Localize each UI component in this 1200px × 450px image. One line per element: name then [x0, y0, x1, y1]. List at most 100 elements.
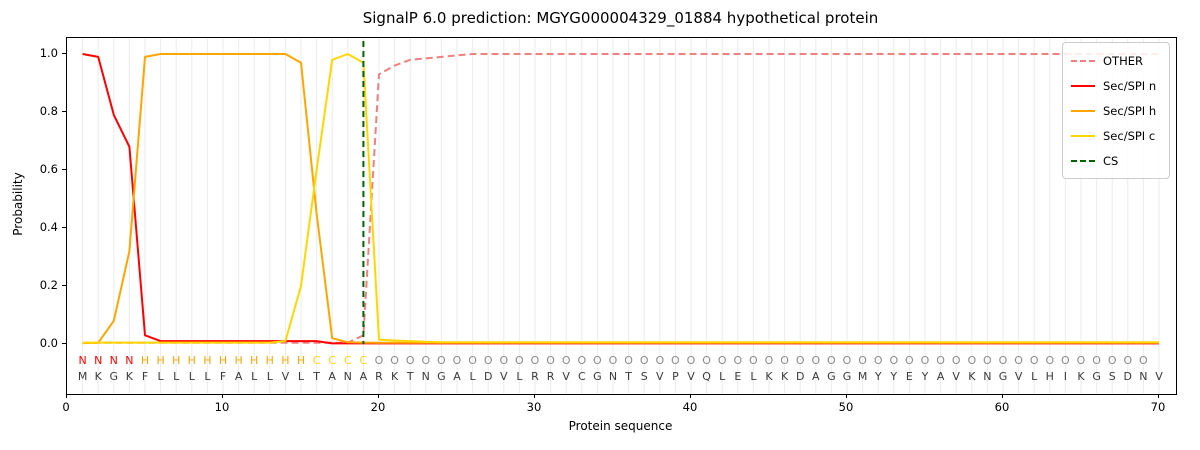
sequence-letter: Y	[890, 370, 898, 383]
region-letter: O	[405, 354, 415, 367]
legend-label: Sec/SPI c	[1103, 128, 1156, 143]
region-letter: O	[624, 354, 633, 367]
region-letter: O	[780, 354, 789, 367]
region-letter: C	[359, 354, 368, 367]
region-letter: H	[203, 354, 212, 367]
legend: OTHER Sec/SPI n Sec/SPI h Sec/SPI c CS	[1062, 42, 1170, 179]
region-letter: H	[187, 354, 196, 367]
x-tick-label: 20	[370, 400, 386, 414]
legend-label: CS	[1103, 153, 1119, 168]
sequence-letter: I	[1063, 370, 1068, 383]
region-letter: O	[811, 354, 821, 367]
region-letter: O	[593, 354, 602, 367]
y-tick-label: 0.8	[39, 104, 58, 118]
sequence-letter: H	[1045, 370, 1054, 383]
region-letter: H	[172, 354, 181, 367]
sequence-letter: S	[640, 370, 648, 383]
x-tick-mark	[533, 394, 535, 398]
sequence-letter: L	[157, 370, 164, 383]
y-tick-mark	[62, 52, 66, 54]
sequence-letter: L	[719, 370, 726, 383]
y-tick-mark	[62, 226, 66, 228]
sequence-letter: D	[483, 370, 493, 383]
sequence-letter: G	[842, 370, 852, 383]
region-letter: O	[483, 354, 493, 367]
region-letter: O	[499, 354, 509, 367]
region-letter: O	[452, 354, 462, 367]
region-letter: O	[655, 354, 665, 367]
x-tick-mark	[689, 394, 691, 398]
region-letter: H	[140, 354, 150, 367]
sequence-letter: S	[1108, 370, 1116, 383]
legend-label: Sec/SPI h	[1103, 103, 1157, 118]
sequence-letter: K	[968, 370, 976, 383]
curve-sec-spi-h	[82, 53, 1159, 345]
region-letter: O	[577, 354, 587, 367]
region-letter: O	[983, 354, 992, 367]
region-letter: O	[717, 354, 727, 367]
region-letter: H	[250, 354, 259, 367]
region-letter: O	[561, 354, 571, 367]
region-letter: O	[1029, 354, 1039, 367]
sequence-letter: A	[812, 370, 820, 383]
legend-item-sec-spi-h: Sec/SPI h	[1071, 98, 1161, 123]
region-letter: O	[1092, 354, 1101, 367]
sequence-letter: D	[1123, 370, 1133, 383]
sequence-letter: D	[795, 370, 805, 383]
sequence-letter: L	[750, 370, 757, 383]
region-letter: O	[795, 354, 805, 367]
x-tick-label: 40	[682, 400, 698, 414]
legend-label: OTHER	[1103, 53, 1143, 68]
sequence-letter: C	[577, 370, 586, 383]
x-tick-mark	[377, 394, 379, 398]
region-letter: O	[749, 354, 758, 367]
y-tick-mark	[62, 342, 66, 344]
region-letter: H	[265, 354, 274, 367]
x-tick-label: 0	[62, 400, 70, 414]
sequence-letter: L	[297, 370, 305, 383]
sequence-letter: V	[500, 370, 508, 383]
legend-line-sample	[1071, 159, 1095, 162]
sequence-letter: M	[857, 370, 868, 383]
sequence-letter: G	[109, 370, 119, 383]
x-tick-label: 60	[994, 400, 1010, 414]
y-tick-mark	[62, 110, 66, 112]
sequence-letter: N	[343, 370, 352, 383]
sequence-letter: E	[905, 370, 913, 383]
sequence-letter: R	[546, 370, 555, 383]
x-tick-mark	[1001, 394, 1003, 398]
x-tick-label: 10	[214, 400, 230, 414]
region-letter: N	[78, 354, 87, 367]
x-tick-mark	[845, 394, 847, 398]
region-letter: O	[702, 354, 711, 367]
region-letter: H	[281, 354, 290, 367]
sequence-letter: G	[1092, 370, 1101, 383]
sequence-letter: L	[204, 370, 211, 383]
sequence-letter: V	[562, 370, 570, 383]
sequence-letter: N	[421, 370, 430, 383]
sequence-letter: V	[1155, 370, 1163, 383]
y-tick-label: 0.6	[39, 162, 58, 176]
x-tick-mark	[1157, 394, 1159, 398]
y-tick-mark	[62, 168, 66, 170]
sequence-letter: T	[406, 370, 414, 383]
legend-line-sample	[1071, 134, 1095, 137]
legend-label: Sec/SPI n	[1103, 78, 1157, 93]
region-letter: O	[468, 354, 477, 367]
sequence-letter: A	[453, 370, 461, 383]
region-letter: H	[156, 354, 165, 367]
sequence-letter: Q	[702, 370, 711, 383]
sequence-letter: N	[983, 370, 992, 383]
region-letter: O	[858, 354, 867, 367]
region-letter: O	[1076, 354, 1086, 367]
sequence-letter: A	[936, 370, 945, 383]
sequence-letter: K	[94, 370, 102, 383]
y-tick-label: 1.0	[39, 46, 58, 60]
sequence-letter: V	[952, 370, 960, 383]
sequence-letter: K	[780, 370, 789, 383]
sequence-letter: A	[359, 370, 368, 383]
sequence-letter: K	[765, 370, 773, 383]
legend-line-sample	[1071, 59, 1095, 62]
curve-sec-spi-c	[82, 53, 1159, 344]
